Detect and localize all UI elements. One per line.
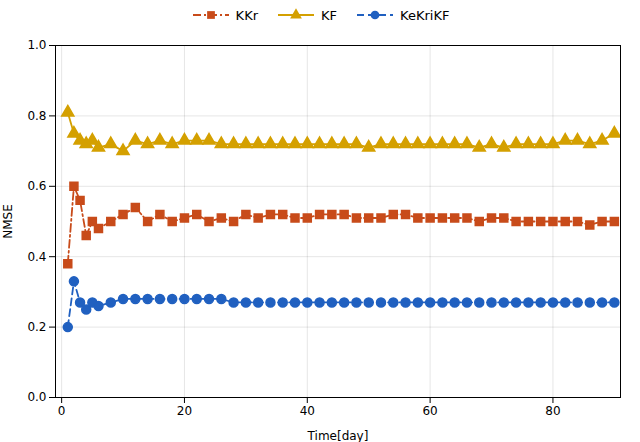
svg-text:0.0: 0.0 [27, 390, 46, 404]
svg-text:80: 80 [545, 404, 560, 418]
svg-text:0.2: 0.2 [27, 320, 46, 334]
svg-text:NMSE: NMSE [1, 204, 15, 239]
html-text:KF: KF [321, 7, 337, 23]
svg-text:40: 40 [300, 404, 315, 418]
svg-text:1.0: 1.0 [27, 38, 46, 52]
html-text:KKr: KKr [235, 7, 258, 23]
svg-text:0.4: 0.4 [27, 250, 46, 264]
svg-text:60: 60 [422, 404, 437, 418]
svg-text:0: 0 [58, 404, 66, 418]
svg-text:20: 20 [177, 404, 192, 418]
svg-text:0.8: 0.8 [27, 109, 46, 123]
html-text:KeKriKF: KeKriKF [400, 7, 450, 23]
svg-text:Time[day]: Time[day] [307, 429, 369, 442]
svg-text:0.6: 0.6 [27, 179, 46, 193]
